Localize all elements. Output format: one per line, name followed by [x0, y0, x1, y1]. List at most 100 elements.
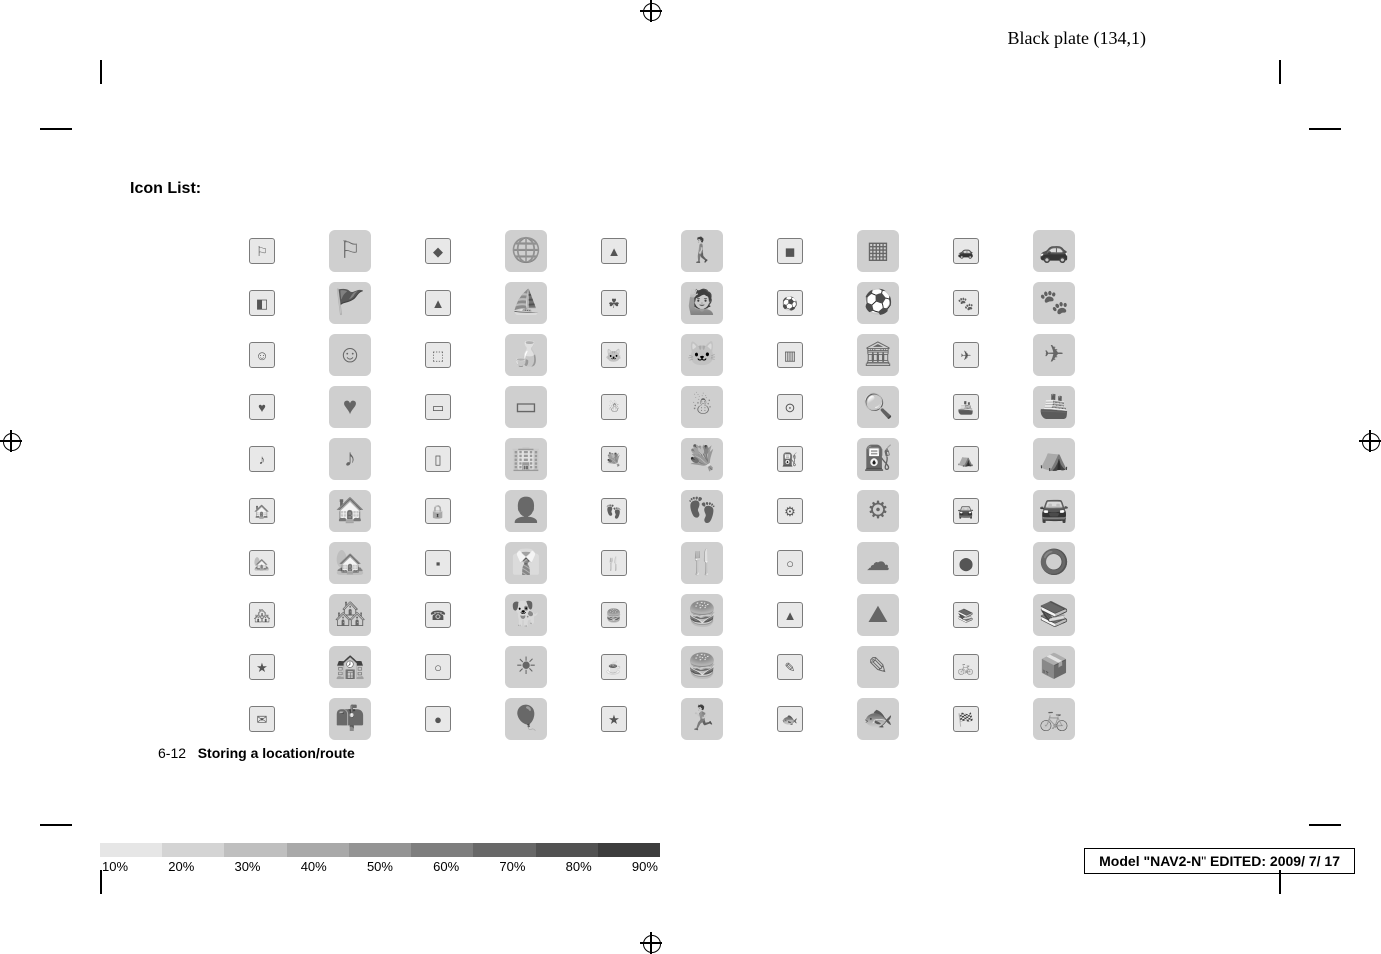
- icon: 🐱: [681, 334, 723, 376]
- icon: ◧: [249, 290, 275, 316]
- icon-cell: 🚘: [953, 498, 979, 524]
- icon-cell: 🎈: [505, 698, 547, 740]
- density-swatch: [598, 843, 660, 857]
- icon-cell: 🐱: [601, 342, 627, 368]
- icon-cell: 🔒: [425, 498, 451, 524]
- icon-cell: ◆: [425, 238, 451, 264]
- icon-cell: ⚽: [777, 290, 803, 316]
- icon-cell: ○: [425, 654, 451, 680]
- icon-cell: ▥: [777, 342, 803, 368]
- icon-cell: 🐱: [681, 334, 723, 376]
- icon: 🍴: [681, 542, 723, 584]
- icon-cell: ▭: [425, 394, 451, 420]
- density-label: 70%: [499, 859, 525, 874]
- density-bar: [100, 843, 660, 857]
- registration-mark-left: [0, 430, 22, 452]
- icon-cell: 🍴: [681, 542, 723, 584]
- crop-tick: [40, 824, 72, 826]
- icon: 🐟: [777, 706, 803, 732]
- icon-cell: ▦: [857, 230, 899, 272]
- icon: 📚: [953, 602, 979, 628]
- icon: 👔: [505, 542, 547, 584]
- icon: 🍔: [681, 646, 723, 688]
- print-sheet: Black plate (134,1) Icon List: ⚐⚐◆🌐▲🚶◼▦🚗…: [0, 0, 1381, 954]
- icon-cell: ♪: [329, 438, 371, 480]
- icon: ⛺: [953, 446, 979, 472]
- page-content: Icon List: ⚐⚐◆🌐▲🚶◼▦🚗🚗◧🚩▲⛵☘🙋⚽⚽🐾🐾☺☺⬚🍶🐱🐱▥🏛✈…: [130, 180, 1130, 742]
- icon-cell: 💐: [681, 438, 723, 480]
- icon-cell: ▲: [601, 238, 627, 264]
- icon: ☺: [329, 334, 371, 376]
- crop-tick: [100, 60, 102, 84]
- icon-cell: 🚢: [1033, 386, 1075, 428]
- model-prefix: Model ": [1099, 853, 1150, 869]
- icon-cell: 🚗: [953, 238, 979, 264]
- icon-cell: ⛺: [1033, 438, 1075, 480]
- icon-cell: ☃: [601, 394, 627, 420]
- icon: ☃: [601, 394, 627, 420]
- icon: 🚩: [329, 282, 371, 324]
- density-label: 20%: [168, 859, 194, 874]
- icon-cell: ◧: [249, 290, 275, 316]
- icon-cell: 🚶: [681, 230, 723, 272]
- icon: ⊙: [777, 394, 803, 420]
- icon-cell: 📦: [1033, 646, 1075, 688]
- icon-cell: ☕: [601, 654, 627, 680]
- icon-cell: 🍔: [681, 594, 723, 636]
- icon-cell: ⬚: [425, 342, 451, 368]
- icon-cell: ✎: [857, 646, 899, 688]
- icon: 📫: [329, 698, 371, 740]
- crop-tick: [1309, 824, 1341, 826]
- icon: 🚢: [953, 394, 979, 420]
- icon-cell: ♥: [249, 394, 275, 420]
- icon-cell: 📚: [953, 602, 979, 628]
- icon: ⚽: [857, 282, 899, 324]
- icon-cell: ⊙: [777, 394, 803, 420]
- icon: ☕: [601, 654, 627, 680]
- density-label: 30%: [234, 859, 260, 874]
- icon: ▭: [425, 394, 451, 420]
- icon: 🙋: [681, 282, 723, 324]
- icon: ♪: [249, 446, 275, 472]
- icon: 🚶: [681, 230, 723, 272]
- icon: ◼: [777, 238, 803, 264]
- icon-cell: ▪: [425, 550, 451, 576]
- icon: 🚘: [1033, 490, 1075, 532]
- icon: 🏛: [857, 334, 899, 376]
- icon-cell: 🐾: [953, 290, 979, 316]
- icon: ○: [777, 550, 803, 576]
- icon: ☁: [857, 542, 899, 584]
- icon: ⬚: [425, 342, 451, 368]
- icon: 🐟: [857, 698, 899, 740]
- icon-cell: 🚲: [953, 654, 979, 680]
- icon-cell: ★: [601, 706, 627, 732]
- icon: ✉: [249, 706, 275, 732]
- icon: ▲: [601, 238, 627, 264]
- icon: 🏡: [329, 542, 371, 584]
- icon: ▦: [857, 230, 899, 272]
- icon: 🚢: [1033, 386, 1075, 428]
- icon-cell: ✈: [953, 342, 979, 368]
- icon-cell: ●: [425, 706, 451, 732]
- icon: 🐾: [953, 290, 979, 316]
- icon-cell: 🌐: [505, 230, 547, 272]
- icon-cell: 👣: [681, 490, 723, 532]
- icon: ⛽: [777, 446, 803, 472]
- density-strip: 10%20%30%40%50%60%70%80%90%: [100, 843, 660, 874]
- icon: 🚘: [953, 498, 979, 524]
- model-info-box: Model "NAV2-N" EDITED: 2009/ 7/ 17: [1084, 848, 1355, 874]
- icon-cell: ⚽: [857, 282, 899, 324]
- icon: ☀: [505, 646, 547, 688]
- icon-cell: 🏠: [329, 490, 371, 532]
- icon-cell: 🚗: [1033, 230, 1075, 272]
- icon-cell: ⛵: [505, 282, 547, 324]
- icon-cell: 🐕: [505, 594, 547, 636]
- icon: ✈: [1033, 334, 1075, 376]
- icon: 👣: [601, 498, 627, 524]
- density-swatch: [536, 843, 598, 857]
- density-label: 50%: [367, 859, 393, 874]
- icon-cell: ▭: [505, 386, 547, 428]
- density-swatch: [287, 843, 349, 857]
- icon-cell: ⛽: [857, 438, 899, 480]
- icon: 🐱: [601, 342, 627, 368]
